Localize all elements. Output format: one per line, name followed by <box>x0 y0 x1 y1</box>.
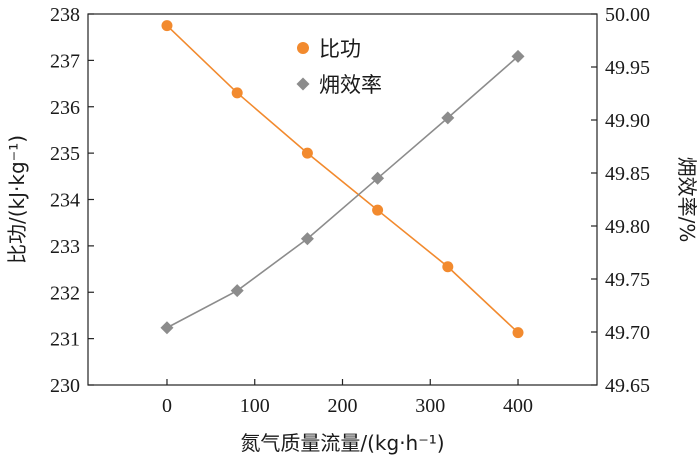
data-point-1 <box>160 321 174 335</box>
data-point-0 <box>372 204 384 216</box>
data-point-0 <box>512 327 524 339</box>
x-tick-label: 400 <box>503 395 533 417</box>
data-point-0 <box>301 147 313 159</box>
x-tick-label: 100 <box>240 395 270 417</box>
y-left-tick-label: 230 <box>50 375 80 397</box>
series-group <box>160 20 525 339</box>
y-right-tick-label: 49.75 <box>605 269 650 291</box>
series-line-1 <box>166 55 519 329</box>
y-right-tick-label: 49.70 <box>605 322 650 344</box>
data-point-0 <box>231 87 243 99</box>
axes-group: 0 100 200 300 400 230 231 232 233 234 235 236 237 238… <box>5 4 699 455</box>
y-left-tick-label: 233 <box>50 236 80 258</box>
legend-marker-1 <box>296 77 310 91</box>
data-point-0 <box>442 261 454 273</box>
y-left-tick-label: 234 <box>50 190 80 212</box>
x-tick-label: 200 <box>328 395 358 417</box>
x-tick-label: 0 <box>162 395 172 417</box>
y-right-tick-label: 49.65 <box>605 375 650 397</box>
legend-label-0: 比功 <box>319 37 361 61</box>
y-left-tick-label: 231 <box>50 329 80 351</box>
y-right-tick-label: 50.00 <box>605 4 650 26</box>
data-point-1 <box>441 111 455 125</box>
x-axis-title: 氮气质量流量/(kg·h⁻¹) <box>240 431 444 455</box>
legend-label-1: 㶲效率 <box>319 73 382 97</box>
y-left-tick-label: 236 <box>50 97 80 119</box>
x-tick-label: 300 <box>415 395 445 417</box>
y-left-tick-label: 237 <box>50 50 80 72</box>
y-left-tick-label: 232 <box>50 282 80 304</box>
y-left-tick-label: 238 <box>50 4 80 26</box>
y-left-axis-title: 比功/(kJ·kg⁻¹) <box>5 135 29 264</box>
y-left-tick-label: 235 <box>50 143 80 165</box>
y-right-tick-label: 49.90 <box>605 110 650 132</box>
y-right-axis-title: 㶲效率/% <box>675 157 699 243</box>
series-line-0 <box>166 25 519 334</box>
y-right-tick-label: 49.95 <box>605 57 650 79</box>
y-right-tick-label: 49.85 <box>605 163 650 185</box>
y-right-tick-label: 49.80 <box>605 216 650 238</box>
data-point-1 <box>511 49 525 63</box>
data-point-1 <box>300 232 314 246</box>
data-point-1 <box>371 171 385 185</box>
data-point-0 <box>161 20 173 32</box>
data-point-1 <box>230 284 244 298</box>
legend-marker-0 <box>297 42 309 54</box>
